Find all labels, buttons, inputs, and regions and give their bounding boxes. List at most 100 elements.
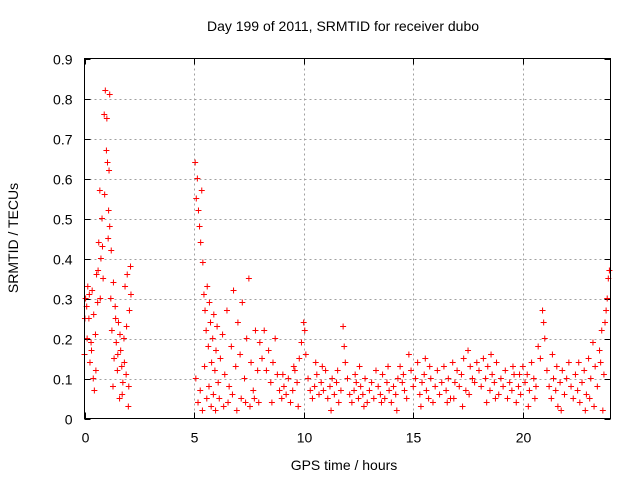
data-point	[287, 399, 294, 406]
data-point	[366, 387, 373, 394]
data-point	[426, 363, 433, 370]
data-point	[506, 379, 513, 386]
data-point	[228, 343, 235, 350]
data-point	[342, 359, 349, 366]
data-point	[436, 391, 443, 398]
data-point	[96, 187, 103, 194]
data-point	[410, 383, 417, 390]
data-point	[97, 295, 104, 302]
data-point	[206, 299, 213, 306]
data-point	[192, 159, 199, 166]
data-point	[378, 399, 385, 406]
data-point	[245, 275, 252, 282]
x-tick-labels: 0 5 10 15 20	[82, 430, 532, 446]
data-point	[217, 355, 224, 362]
data-point	[333, 379, 340, 386]
data-point	[488, 351, 495, 358]
axis-ticks	[84, 58, 611, 420]
data-point	[456, 383, 463, 390]
data-point	[127, 291, 134, 298]
data-point	[557, 379, 564, 386]
data-point	[324, 395, 331, 402]
data-point	[110, 279, 117, 286]
data-point	[476, 367, 482, 374]
data-point	[243, 335, 250, 342]
data-point	[268, 399, 275, 406]
data-point	[539, 307, 546, 314]
data-point	[422, 355, 429, 362]
data-point	[364, 399, 371, 406]
data-point	[193, 195, 200, 202]
data-point	[467, 363, 474, 370]
data-point	[469, 375, 476, 382]
data-point	[296, 355, 303, 362]
data-point	[283, 391, 290, 398]
data-point	[114, 351, 121, 358]
data-point	[423, 387, 430, 394]
data-point	[279, 371, 286, 378]
data-point	[93, 271, 100, 278]
data-point	[102, 87, 109, 94]
data-point	[320, 387, 327, 394]
data-point	[86, 359, 93, 366]
data-point	[530, 375, 537, 382]
data-point	[513, 399, 520, 406]
data-point	[381, 395, 388, 402]
data-point	[502, 367, 509, 374]
data-point	[121, 359, 128, 366]
data-point	[603, 307, 610, 314]
data-point	[440, 363, 447, 370]
data-point	[528, 359, 535, 366]
data-point	[526, 387, 533, 394]
data-point	[352, 371, 359, 378]
data-point	[427, 375, 434, 382]
data-point	[552, 387, 559, 394]
data-point	[546, 383, 553, 390]
data-point	[596, 347, 603, 354]
data-point	[214, 323, 221, 330]
data-point	[101, 191, 108, 198]
data-point	[122, 283, 129, 290]
y-tick-labels: 0 0.1 0.2 0.3 0.4 0.5 0.6 0.7 0.8 0.9	[53, 52, 73, 428]
data-point	[300, 319, 307, 326]
data-point	[202, 307, 209, 314]
data-point	[104, 159, 111, 166]
data-point	[101, 111, 108, 118]
data-point	[210, 391, 217, 398]
data-point	[473, 359, 480, 366]
data-point	[606, 267, 613, 274]
plot-frame	[84, 58, 611, 419]
data-point	[197, 387, 204, 394]
data-point	[84, 335, 91, 342]
data-point	[599, 407, 606, 414]
data-point	[219, 331, 226, 338]
data-point	[207, 319, 214, 326]
data-point	[432, 383, 439, 390]
data-point	[197, 239, 204, 246]
data-point	[116, 395, 123, 402]
data-point	[311, 383, 318, 390]
data-point	[203, 395, 210, 402]
data-point	[108, 247, 115, 254]
data-point	[574, 387, 581, 394]
data-point	[112, 303, 119, 310]
data-point	[312, 359, 319, 366]
y-tick-label: 0.6	[53, 172, 73, 188]
data-point	[400, 371, 407, 378]
data-point	[259, 355, 266, 362]
data-point	[211, 367, 218, 374]
data-point	[449, 359, 456, 366]
data-point	[519, 363, 526, 370]
data-point	[344, 375, 351, 382]
data-point	[225, 399, 232, 406]
data-point	[482, 375, 489, 382]
data-point	[443, 387, 450, 394]
data-point	[458, 371, 465, 378]
data-point	[120, 335, 127, 342]
data-point	[484, 363, 491, 370]
data-point	[570, 395, 577, 402]
data-point	[554, 403, 561, 410]
data-point	[524, 371, 531, 378]
data-point	[95, 267, 102, 274]
data-point	[583, 391, 590, 398]
